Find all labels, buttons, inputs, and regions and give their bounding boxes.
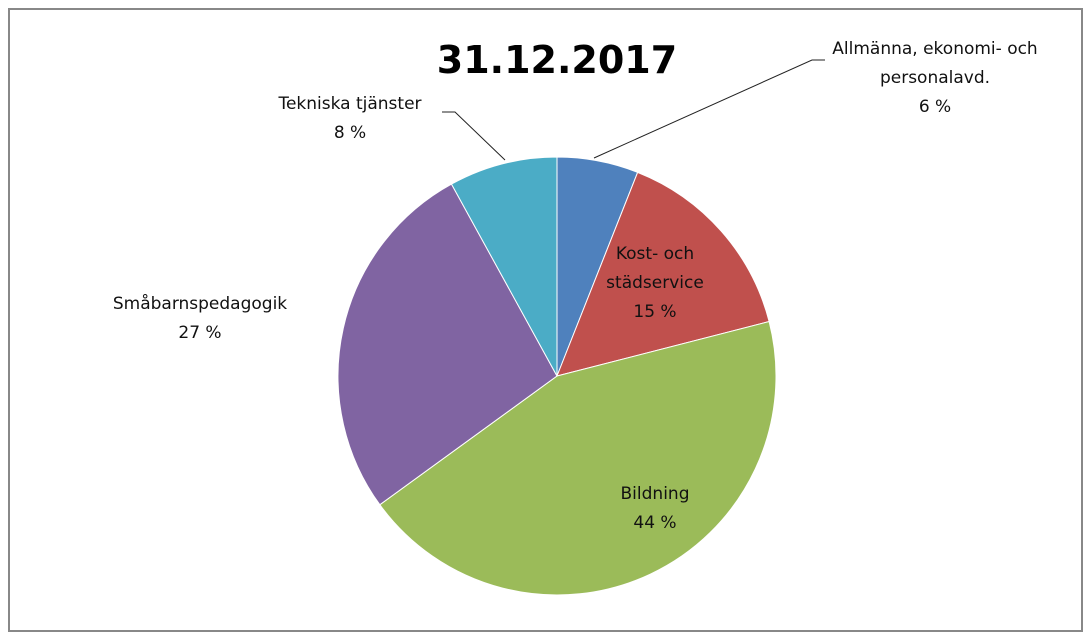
leader-line [442,111,506,161]
slice-label: Bildning 44 % [570,480,740,538]
slice-label: Allmänna, ekonomi- och personalavd. 6 % [815,35,1055,122]
slice-label: Kost- och städservice 15 % [590,240,720,327]
category-label: Bildning [620,484,690,504]
pie-slice [337,183,558,506]
value-label: 15 % [633,302,677,322]
category-label: Tekniska tjänster [278,94,422,114]
leader-line [593,59,825,159]
value-label: 27 % [178,323,222,343]
slice-label: Småbarnspedagogik 27 % [110,290,290,348]
value-label: 6 % [918,97,952,117]
category-label: Småbarnspedagogik [112,294,288,314]
category-label: Kost- och städservice [606,244,704,293]
pie-slice [450,156,558,377]
chart-title: 31.12.2017 [436,38,678,82]
pie-slice [379,320,777,596]
value-label: 8 % [333,123,367,143]
value-label: 44 % [633,513,677,533]
slice-label: Tekniska tjänster 8 % [250,90,450,148]
pie-slice [556,171,770,377]
category-label: Allmänna, ekonomi- och personalavd. [832,39,1038,88]
